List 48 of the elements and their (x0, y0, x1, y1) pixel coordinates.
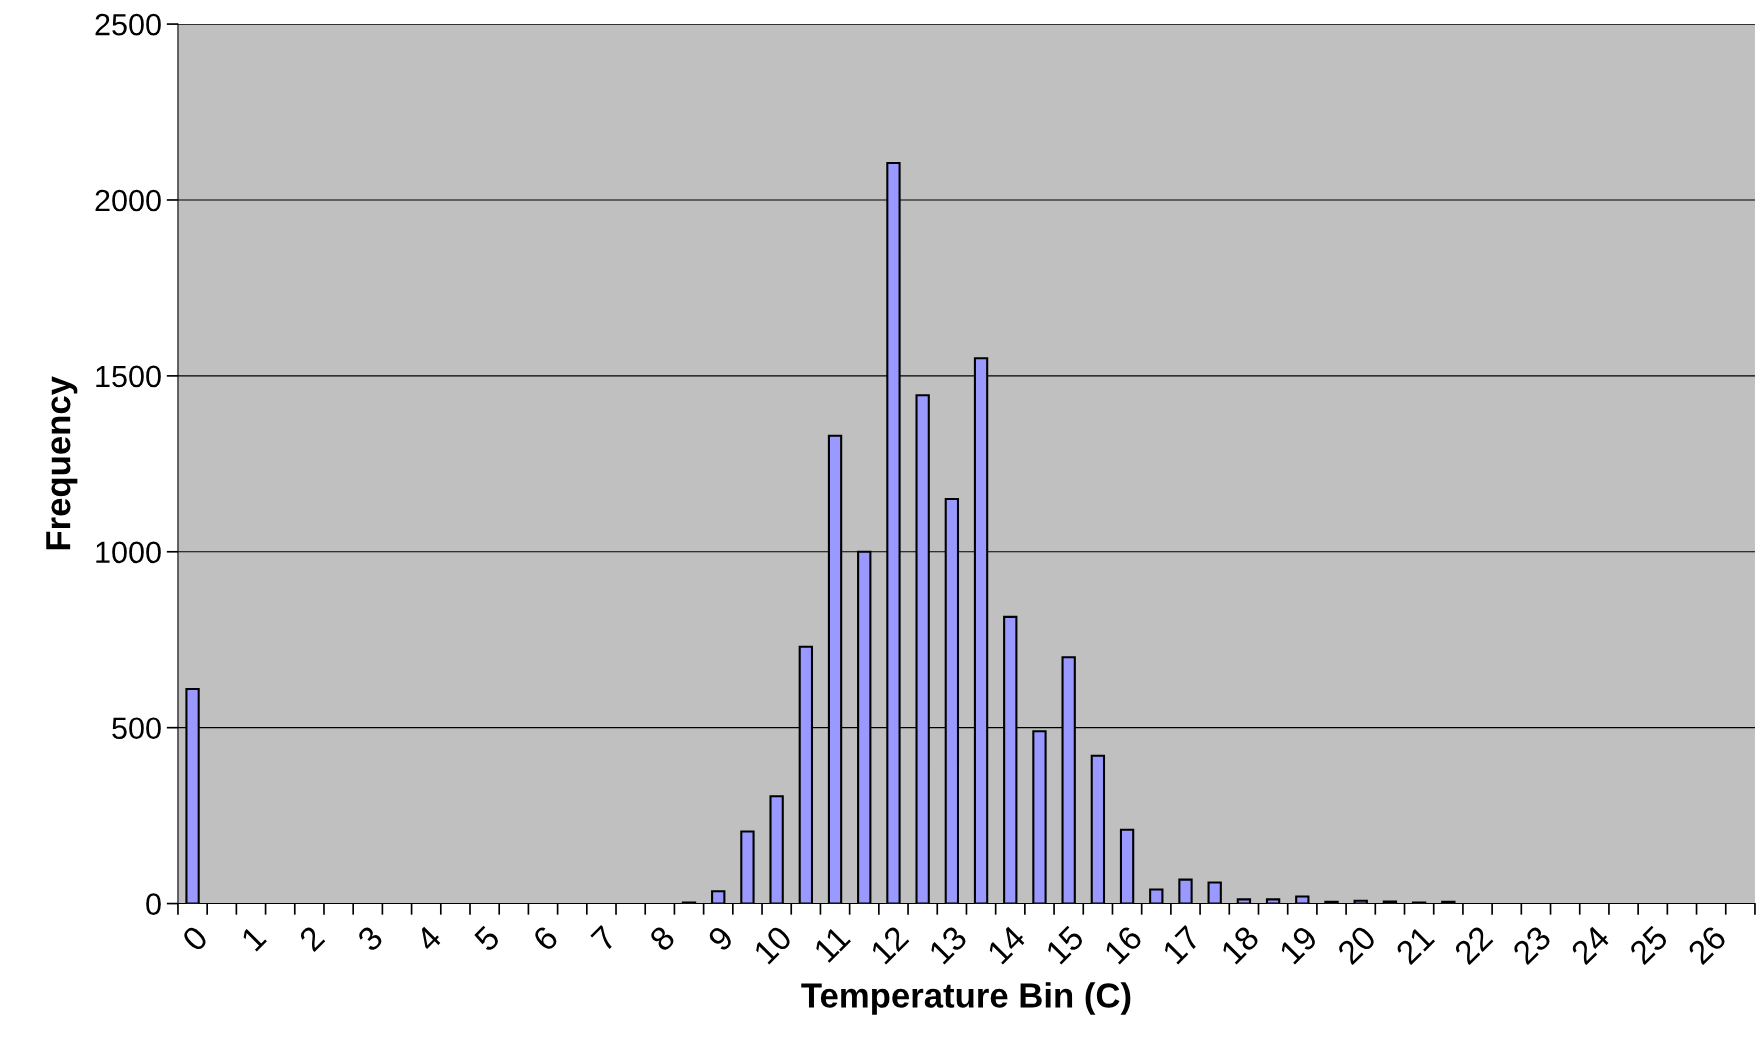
x-tick-label: 8 (648, 924, 677, 953)
bar (1236, 898, 1252, 904)
x-tick-label: 0 (181, 924, 209, 953)
x-tick-label: 16 (1103, 924, 1144, 965)
y-tick-label: 0 (146, 893, 161, 915)
x-tick-label: 20 (1336, 924, 1378, 966)
bar (1032, 730, 1047, 904)
x-tick-label: 3 (356, 924, 385, 953)
x-tick-label: 14 (986, 924, 1027, 965)
y-tick-label: 500 (112, 717, 161, 740)
x-tick-label: 15 (1045, 924, 1085, 965)
bar (769, 795, 784, 904)
x-tick-label: 25 (1628, 924, 1670, 966)
x-tick-label: 21 (1394, 924, 1436, 966)
x-tick-label: 18 (1220, 924, 1261, 965)
bar (1178, 878, 1193, 904)
x-tick-label: 5 (473, 924, 501, 953)
x-tick-label: 12 (869, 924, 910, 965)
y-tick-label: 1000 (96, 541, 161, 564)
bar (711, 890, 726, 904)
x-tick-label: 2 (298, 924, 326, 953)
x-tick-label: 23 (1511, 924, 1553, 966)
x-tick-label: 26 (1686, 924, 1728, 966)
y-tick-label: 2000 (95, 189, 161, 212)
x-tick-label: 6 (531, 924, 560, 953)
bar (1265, 898, 1281, 904)
bar (740, 830, 755, 904)
y-tick-label: 1500 (96, 365, 161, 388)
x-tick-label: 17 (1161, 925, 1202, 965)
bar (1090, 754, 1106, 904)
bar (1382, 900, 1398, 904)
y-tick-label: 2500 (95, 13, 161, 36)
x-tick-label: 11 (813, 925, 851, 963)
x-tick-label: 10 (752, 924, 794, 965)
bar (1149, 888, 1164, 904)
bar (1207, 881, 1222, 904)
x-tick-label: 22 (1453, 924, 1494, 966)
y-axis-title: Frequency (46, 376, 78, 550)
x-tick-label: 7 (590, 925, 618, 952)
x-tick-label: 4 (414, 924, 443, 953)
x-tick-label: 9 (706, 924, 735, 953)
x-tick-label: 24 (1569, 924, 1611, 966)
x-axis-title: Temperature Bin (C) (801, 982, 1131, 1015)
x-tick-label: 19 (1278, 924, 1319, 965)
x-tick-label: 13 (928, 924, 969, 965)
x-tick-label: 1 (240, 925, 267, 952)
bar (1295, 895, 1310, 904)
bar (1119, 828, 1135, 904)
